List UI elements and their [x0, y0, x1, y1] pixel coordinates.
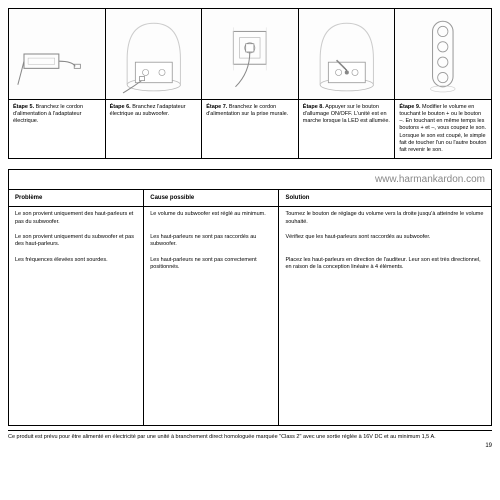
step-5: Étape 5. Branchez le cordon d'alimentati… — [9, 9, 106, 158]
table-spacer — [9, 276, 492, 426]
cell-problem: Les fréquences élevées sont sourdes. — [9, 253, 144, 276]
step-6-illustration — [106, 9, 202, 99]
table-row: Le son provient uniquement des haut-parl… — [9, 207, 492, 230]
url-bar: www.harmankardon.com — [8, 169, 492, 190]
steps-row: Étape 5. Branchez le cordon d'alimentati… — [8, 8, 492, 159]
step-7: Étape 7. Branchez le cordon d'alimentati… — [202, 9, 299, 158]
step-5-text: Étape 5. Branchez le cordon d'alimentati… — [9, 99, 105, 157]
step-9-body: Modifier le volume en touchant le bouton… — [399, 104, 486, 153]
page-number: 19 — [8, 443, 492, 449]
header-cause: Cause possible — [144, 190, 279, 207]
step-5-illustration — [9, 9, 105, 99]
table-row: Le son provient uniquement du subwoofer … — [9, 230, 492, 253]
cell-problem: Le son provient uniquement du subwoofer … — [9, 230, 144, 253]
step-9-title: Étape 9. — [399, 104, 420, 110]
step-7-illustration — [202, 9, 298, 99]
step-8-title: Étape 8. — [303, 104, 324, 110]
cell-solution: Tournez le bouton de réglage du volume v… — [279, 207, 492, 230]
step-9-illustration — [395, 9, 491, 99]
step-9-text: Étape 9. Modifier le volume en touchant … — [395, 99, 491, 158]
step-7-title: Étape 7. — [206, 104, 227, 110]
cell-solution: Placez les haut-parleurs en direction de… — [279, 253, 492, 276]
footnote: Ce produit est prévu pour être alimenté … — [8, 430, 492, 441]
cell-cause: Les haut-parleurs ne sont pas raccordés … — [144, 230, 279, 253]
header-problem: Problème — [9, 190, 144, 207]
troubleshoot-table: Problème Cause possible Solution Le son … — [8, 190, 492, 426]
step-8-text: Étape 8. Appuyer sur le bouton d'allumag… — [299, 99, 395, 157]
cell-solution: Vérifiez que les haut-parleurs sont racc… — [279, 230, 492, 253]
step-8-illustration — [299, 9, 395, 99]
step-6-text: Étape 6. Branchez l'adaptateur électriqu… — [106, 99, 202, 157]
header-solution: Solution — [279, 190, 492, 207]
step-8: Étape 8. Appuyer sur le bouton d'allumag… — [299, 9, 396, 158]
step-6-title: Étape 6. — [110, 104, 131, 110]
url-text: www.harmankardon.com — [375, 174, 485, 185]
cell-problem: Le son provient uniquement des haut-parl… — [9, 207, 144, 230]
table-header-row: Problème Cause possible Solution — [9, 190, 492, 207]
step-5-title: Étape 5. — [13, 104, 34, 110]
cell-cause: Le volume du subwoofer est réglé au mini… — [144, 207, 279, 230]
step-6: Étape 6. Branchez l'adaptateur électriqu… — [106, 9, 203, 158]
table-row: Les fréquences élevées sont sourdes. Les… — [9, 253, 492, 276]
cell-cause: Les haut-parleurs ne sont pas correcteme… — [144, 253, 279, 276]
step-9: Étape 9. Modifier le volume en touchant … — [395, 9, 492, 158]
step-7-text: Étape 7. Branchez le cordon d'alimentati… — [202, 99, 298, 157]
